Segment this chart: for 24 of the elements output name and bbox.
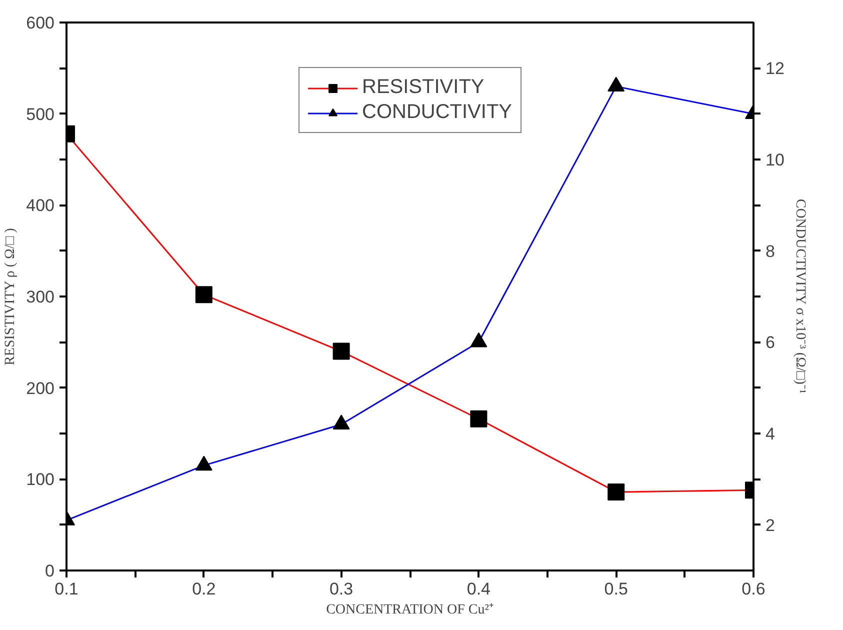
x-tick-label: 0.4 <box>466 580 491 598</box>
y-tick-label: 0 <box>45 562 55 580</box>
x-axis-title: CONCENTRATION OF Cu²⁺ <box>326 602 494 618</box>
y2-axis-title: CONDUCTIVITY σ x10⁻³ (Ω/□)⁻¹ <box>792 198 808 394</box>
x-tick-label: 0.1 <box>54 580 78 598</box>
x-tick-label: 0.5 <box>604 580 628 598</box>
y2-tick-label: 2 <box>766 516 775 535</box>
y-tick-label: 400 <box>26 196 55 216</box>
legend-label: CONDUCTIVITY <box>362 101 512 124</box>
x-tick-label: 0.3 <box>329 580 354 598</box>
y2-tick-label: 4 <box>766 424 775 444</box>
y-tick-label: 300 <box>26 288 55 306</box>
y2-tick-label: 10 <box>766 150 784 170</box>
y-tick-label: 500 <box>26 104 55 124</box>
y2-tick-label: 12 <box>766 59 784 78</box>
y-tick-label: 600 <box>26 14 55 32</box>
y-tick-label: 200 <box>26 378 55 398</box>
x-tick-label: 0.2 <box>192 580 216 598</box>
y-axis-title: RESISTIVITY ρ ( Ω/□ ) <box>3 228 18 366</box>
legend-label: RESISTIVITY <box>362 76 484 99</box>
y2-tick-label: 8 <box>766 242 775 261</box>
y2-tick-label: 6 <box>766 333 775 352</box>
x-tick-label: 0.6 <box>742 580 766 598</box>
y-tick-label: 100 <box>26 470 55 490</box>
